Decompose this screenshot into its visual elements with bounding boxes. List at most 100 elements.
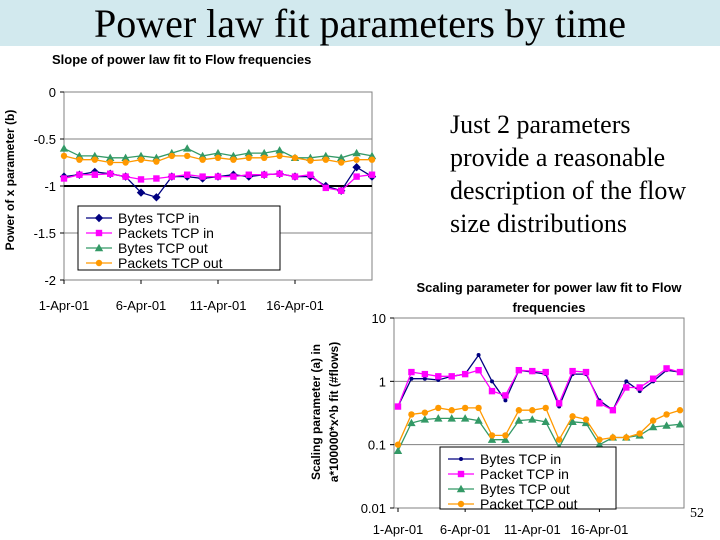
data-point [338,187,345,194]
data-point [91,171,98,178]
data-point [502,432,509,439]
data-point [448,373,455,380]
data-point [448,407,455,414]
data-point [409,376,414,381]
data-point [648,422,658,431]
data-point [490,379,494,384]
data-point [353,156,360,163]
y-axis-label: a*100000*x^b fit (#flows) [327,342,341,482]
legend-marker [457,470,465,478]
x-tick-label: 1-Apr-01 [373,522,424,537]
data-point [502,392,509,399]
data-point [107,170,114,177]
data-point [368,156,376,163]
chart-title: Slope of power law fit to Flow frequenci… [52,52,311,67]
data-point [307,157,314,164]
data-point [488,432,496,439]
data-point [276,170,283,177]
data-point [447,414,456,422]
data-point [474,416,483,424]
data-point [199,173,206,180]
data-point [609,407,617,414]
data-point [213,148,223,157]
data-point [487,435,497,443]
data-point [322,156,329,163]
x-tick-label: 11-Apr-01 [504,522,561,537]
series-line [397,353,681,412]
data-point [244,148,253,157]
data-point [435,404,442,412]
data-point [394,403,402,410]
slide-title: Power law fit parameters by time [93,1,627,46]
data-point [542,368,549,376]
data-point [515,407,523,414]
data-point [60,175,68,182]
data-point [353,173,360,180]
x-tick-label: 6-Apr-01 [440,522,491,537]
data-point [528,415,537,423]
data-point [260,148,269,157]
data-point [91,156,99,163]
data-point [122,159,129,166]
y-tick-label: 1 [379,374,386,389]
y-tick-label: -0.5 [34,132,56,147]
data-point [245,154,252,161]
x-tick-label: 11-Apr-01 [190,298,247,313]
data-point [609,434,617,441]
data-point [515,366,523,374]
data-point [352,148,361,157]
legend-marker [95,259,103,267]
data-point [461,404,469,412]
data-point [529,367,536,375]
data-point [230,156,237,163]
y-tick-label: -1.5 [34,226,56,241]
data-point [421,370,429,378]
legend-marker [94,213,104,223]
data-point [542,404,549,412]
data-point [337,153,346,161]
x-tick-label: 16-Apr-01 [266,298,324,313]
legend-box [439,446,617,510]
legend-marker [94,243,104,252]
data-point [461,370,469,378]
data-point [122,173,129,180]
data-point [476,353,481,358]
data-point [76,156,83,163]
data-point [76,171,83,178]
data-point [60,152,68,160]
data-point [623,384,630,391]
data-point [421,409,429,416]
legend-label: Packets TCP out [118,255,223,271]
data-point [59,144,69,152]
data-point [394,441,402,448]
chart-title: Scaling parameter for power law fit to F… [416,280,682,295]
data-point [352,163,361,172]
data-point [434,414,443,422]
legend-box [77,205,281,271]
data-point [136,188,146,197]
y-tick-label: 0.01 [361,501,386,516]
data-point [582,368,590,376]
page-number: 52 [690,506,704,521]
legend-label: Packet TCP in [480,466,569,482]
data-point [636,384,643,391]
data-point [393,446,403,455]
data-point [230,173,237,180]
legend-marker [457,500,465,508]
data-point [595,440,604,448]
y-tick-label: -2 [44,273,56,288]
data-point [569,413,576,420]
data-point [676,407,684,414]
data-point [168,173,175,180]
data-point [514,416,524,424]
data-point [261,154,268,161]
data-point [596,400,603,407]
data-point [153,158,160,165]
data-point [137,176,145,183]
data-point [582,416,590,423]
data-point [596,436,603,443]
data-point [649,375,657,382]
legend-label: Bytes TCP out [118,240,208,256]
data-point [435,373,442,380]
